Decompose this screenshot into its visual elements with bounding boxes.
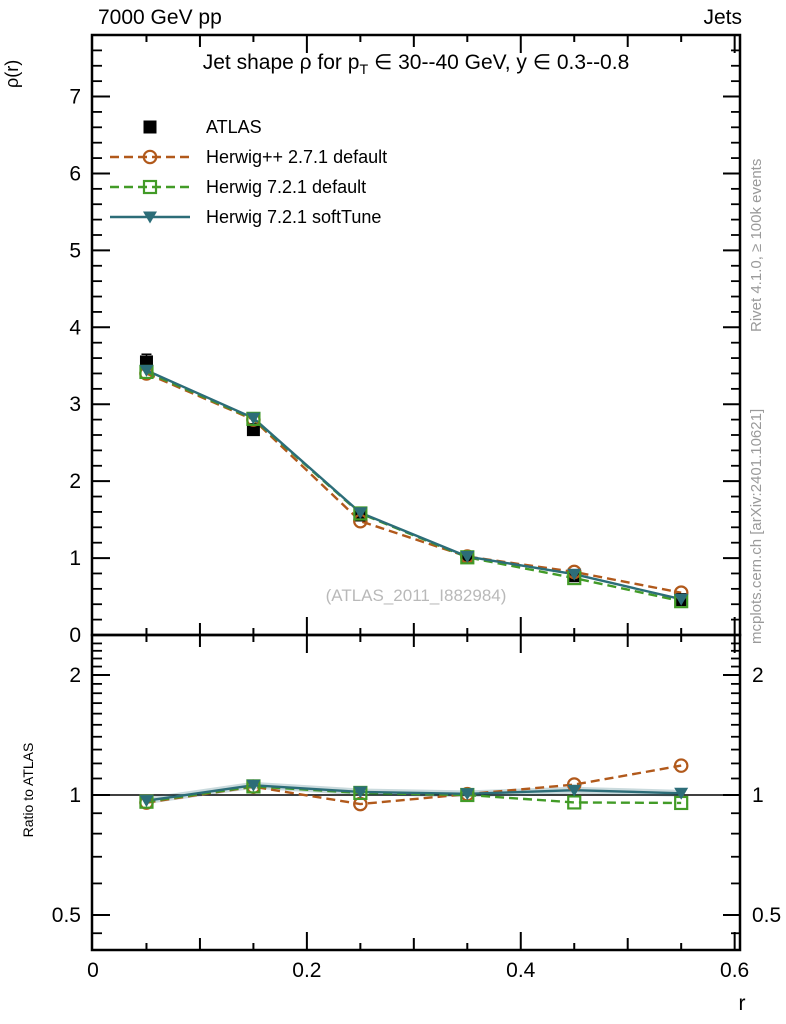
x-axis-label: r xyxy=(739,992,746,1015)
main-y-tick-label: 5 xyxy=(69,239,81,262)
data-marker-ratio xyxy=(246,779,261,792)
legend-marker xyxy=(143,120,157,134)
main-y-tick-label: 7 xyxy=(69,86,81,109)
main-y-tick-label: 2 xyxy=(69,470,81,493)
data-marker-atlas xyxy=(246,423,260,437)
beam-energy-label: 7000 GeV pp xyxy=(98,6,222,29)
legend-label: Herwig 7.2.1 default xyxy=(206,176,367,197)
mcplots-arxiv-note: mcplots.cern.ch [arXiv:2401.10621] xyxy=(748,408,765,644)
x-tick-label: 0.6 xyxy=(720,959,749,982)
open-circle-icon xyxy=(110,149,190,165)
plot-title-pre: Jet shape ρ for p xyxy=(202,51,360,74)
legend-label: ATLAS xyxy=(206,116,262,137)
legend-entry: Herwig++ 2.7.1 default xyxy=(108,142,387,172)
plot-title-subscript: T xyxy=(359,62,369,79)
ratio-y-tick-label-right: 2 xyxy=(752,664,764,687)
ratio-y-tick-label: 0.5 xyxy=(52,904,81,927)
series-line-ratio xyxy=(146,784,682,802)
ratio-y-tick-label: 2 xyxy=(69,664,81,687)
data-marker-ratio xyxy=(567,784,582,797)
main-y-axis-label: ρ(r) xyxy=(2,59,22,88)
data-marker-ratio xyxy=(674,787,689,800)
ratio-panel-frame xyxy=(90,633,742,952)
main-y-tick-label: 0 xyxy=(69,624,81,647)
legend-marker xyxy=(142,179,158,195)
analysis-group-label: Jets xyxy=(703,6,742,29)
main-y-tick-label: 6 xyxy=(69,162,81,185)
ratio-y-tick-label-right: 0.5 xyxy=(752,904,781,927)
data-marker-ratio xyxy=(460,788,475,801)
ratio-y-tick-label-right: 1 xyxy=(752,784,764,807)
ratio-y-tick-label: 1 xyxy=(69,784,81,807)
data-marker-ratio xyxy=(139,795,154,808)
data-marker-main xyxy=(353,507,368,520)
rivet-version-note: Rivet 4.1.0, ≥ 100k events xyxy=(748,158,765,332)
x-tick-label: 0.4 xyxy=(506,959,536,982)
ratio-y-axis-label: Ratio to ATLAS xyxy=(20,742,36,838)
legend-label: Herwig++ 2.7.1 default xyxy=(206,146,388,167)
legend-entry: Herwig 7.2.1 default xyxy=(108,172,387,202)
x-tick-label: 0.2 xyxy=(292,959,321,982)
data-marker-main xyxy=(246,412,261,425)
legend-marker xyxy=(142,149,158,165)
data-marker-ratio xyxy=(673,758,689,773)
legend-marker xyxy=(143,211,157,224)
plot-title-post: ∈ 30--40 GeV, y ∈ 0.3--0.8 xyxy=(368,51,630,74)
analysis-id-watermark: (ATLAS_2011_I882984) xyxy=(325,586,507,605)
legend-label: Herwig 7.2.1 softTune xyxy=(206,206,382,227)
series-line-main xyxy=(145,369,682,601)
data-marker-main xyxy=(139,364,154,377)
filled-triangle-down-icon xyxy=(110,211,190,224)
data-marker-main xyxy=(460,551,475,564)
plot-title: Jet shape ρ for pT ∈ 30--40 GeV, y ∈ 0.3… xyxy=(92,50,740,78)
filled-square-icon xyxy=(143,120,157,134)
main-y-tick-label: 4 xyxy=(69,316,81,339)
main-y-tick-label: 3 xyxy=(69,393,81,416)
series-line-ratio xyxy=(146,764,682,806)
legend-entry: ATLAS xyxy=(108,112,387,142)
main-y-tick-label: 1 xyxy=(69,547,81,570)
data-marker-ratio xyxy=(353,786,368,799)
legend-entry: Herwig 7.2.1 softTune xyxy=(108,202,387,232)
data-marker-main xyxy=(567,568,582,581)
legend: ATLAS Herwig++ 2.7.1 default Herwig 7.2.1 … xyxy=(108,112,387,232)
data-marker-main xyxy=(674,593,689,606)
x-tick-label: 0 xyxy=(87,959,99,982)
open-square-icon xyxy=(110,179,190,195)
